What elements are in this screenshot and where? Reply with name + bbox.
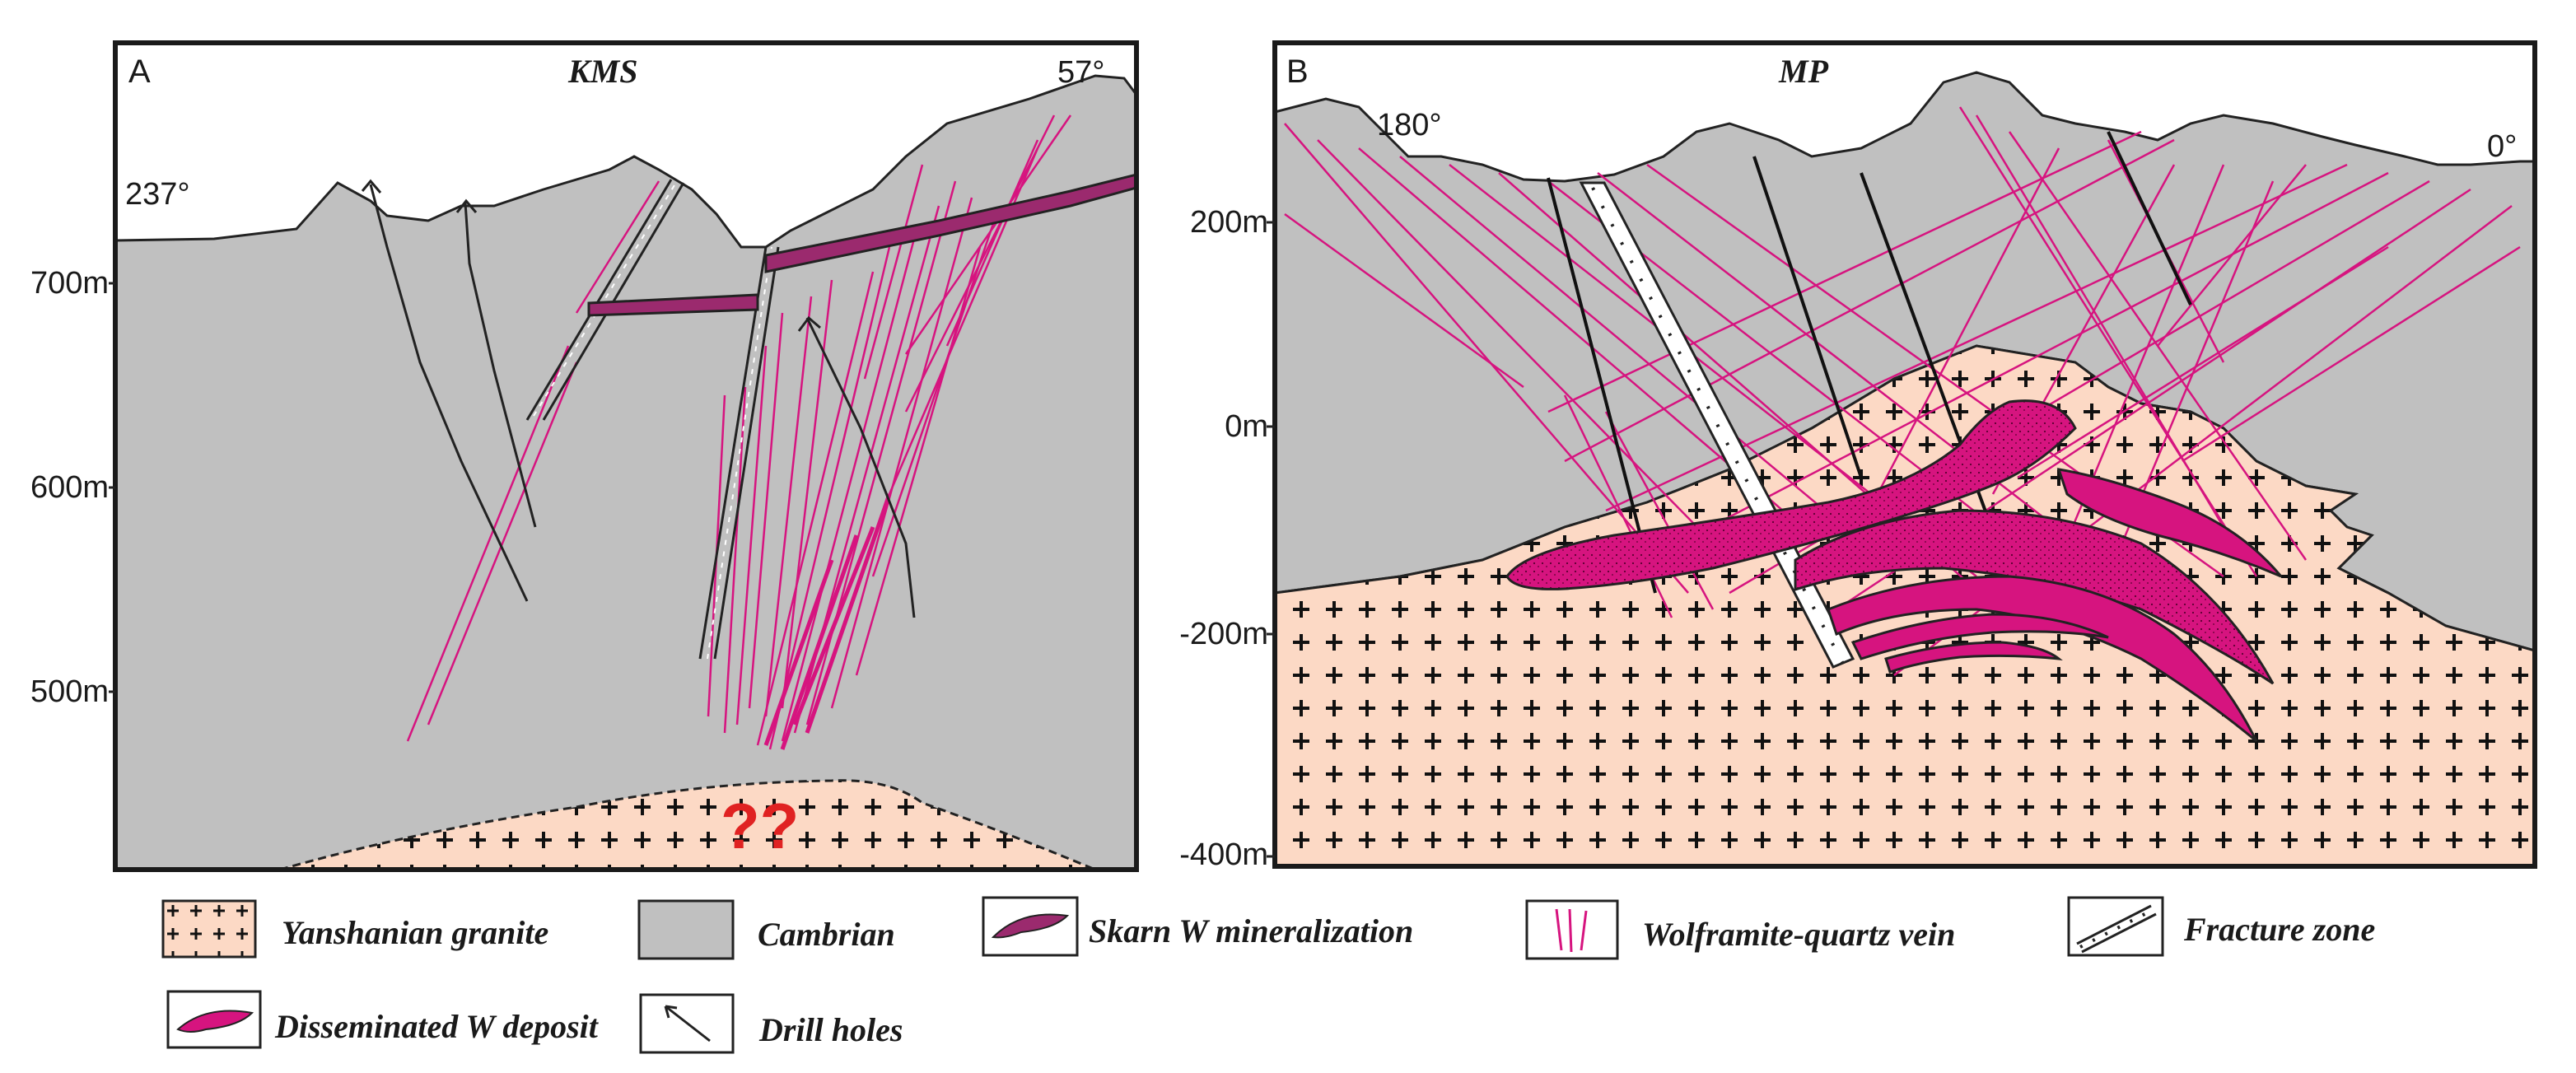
legend-item-granite: Yanshanian granite: [161, 899, 548, 959]
panel-a-elevation-axis: 700m 600m 500m: [30, 266, 115, 709]
legend-granite-swatch: [161, 899, 257, 959]
panel-a-letter: A: [128, 54, 151, 90]
panel-a-elevation-label: 600m: [30, 470, 109, 505]
panel-b-skarn-lens: [1827, 575, 2258, 743]
legend-vein-swatch: [1525, 899, 1619, 960]
legend-vein-label: Wolframite-quartz vein: [1642, 916, 1955, 953]
panel-b-azimuth-left: 180°: [1377, 108, 1442, 142]
legend-skarn-label: Skarn W mineralization: [1089, 912, 1413, 949]
panel-a-skarn-layers: [587, 173, 1136, 317]
panel-b-drill-holes: [1547, 131, 2192, 594]
panel-a-thick-veins: [763, 493, 892, 750]
panel-b-skarn-lens: [2056, 468, 2283, 578]
legend-item-skarn: Skarn W mineralization: [982, 896, 1413, 957]
panel-b-azimuth-right: 0°: [2487, 129, 2517, 164]
legend-item-drill: Drill holes: [639, 993, 903, 1054]
panel-b-skarn-lens: [1884, 641, 2063, 674]
panel-a-granite-dome: [279, 779, 1096, 870]
panel-b-skarn-lens: [1850, 613, 2109, 660]
panel-b-elevation-label: -200m: [1179, 617, 1268, 651]
panel-a-cambrian-unit: [115, 74, 1136, 870]
panel-b-elevation-label: 0m: [1225, 409, 1268, 444]
legend-cambrian-label: Cambrian: [758, 916, 895, 953]
panel-a-drill-holes: [361, 179, 916, 618]
panel-a: ?? A KMS 237° 57° 700m 600m 500m: [30, 40, 1139, 872]
panel-b-frame: [1272, 40, 2537, 869]
legend-fracture-label: Fracture zone: [2183, 911, 2375, 948]
panel-a-wolframite-quartz-veins: [406, 114, 1072, 750]
panel-b-ore-bodies: [1505, 399, 2283, 743]
legend-item-fracture: Fracture zone: [2067, 896, 2375, 957]
panel-a-fracture-zones: [525, 179, 780, 660]
panel-b-disseminated-deposit: [1505, 399, 2077, 590]
panel-b-elevation-label: 200m: [1190, 205, 1268, 240]
legend-granite-label: Yanshanian granite: [282, 914, 548, 951]
legend: Yanshanian granite Cambrian Skarn W mine…: [161, 896, 2375, 1054]
legend-item-cambrian: Cambrian: [637, 899, 895, 960]
legend-item-vein: Wolframite-quartz vein: [1525, 899, 1955, 960]
legend-drill-label: Drill holes: [758, 1011, 903, 1048]
panel-b-title: MP: [1778, 53, 1829, 90]
legend-vein-lines: [1555, 908, 1588, 953]
panel-b: B MP 180° 0° 200m 0m -200m -400m: [1179, 40, 2537, 872]
legend-item-disseminated: Disseminated W deposit: [166, 990, 600, 1049]
panel-a-elevation-label: 500m: [30, 674, 109, 709]
panel-a-frame: [113, 40, 1139, 872]
panel-a-azimuth-left: 237°: [125, 177, 190, 212]
panel-b-elevation-label: -400m: [1179, 837, 1268, 872]
legend-cambrian-swatch: [637, 899, 735, 960]
panel-b-skarn-lens: [1794, 509, 2275, 685]
panel-a-elevation-label: 700m: [30, 266, 109, 301]
panel-b-letter: B: [1286, 54, 1309, 90]
panel-a-question-marks: ??: [721, 790, 799, 862]
panel-a-azimuth-right: 57°: [1057, 55, 1104, 90]
panel-b-elevation-axis: 200m 0m -200m -400m: [1179, 205, 1275, 872]
legend-disseminated-shape: [176, 1010, 254, 1033]
legend-disseminated-label: Disseminated W deposit: [274, 1008, 600, 1045]
legend-skarn-shape: [991, 913, 1070, 939]
panel-a-title: KMS: [567, 53, 638, 90]
